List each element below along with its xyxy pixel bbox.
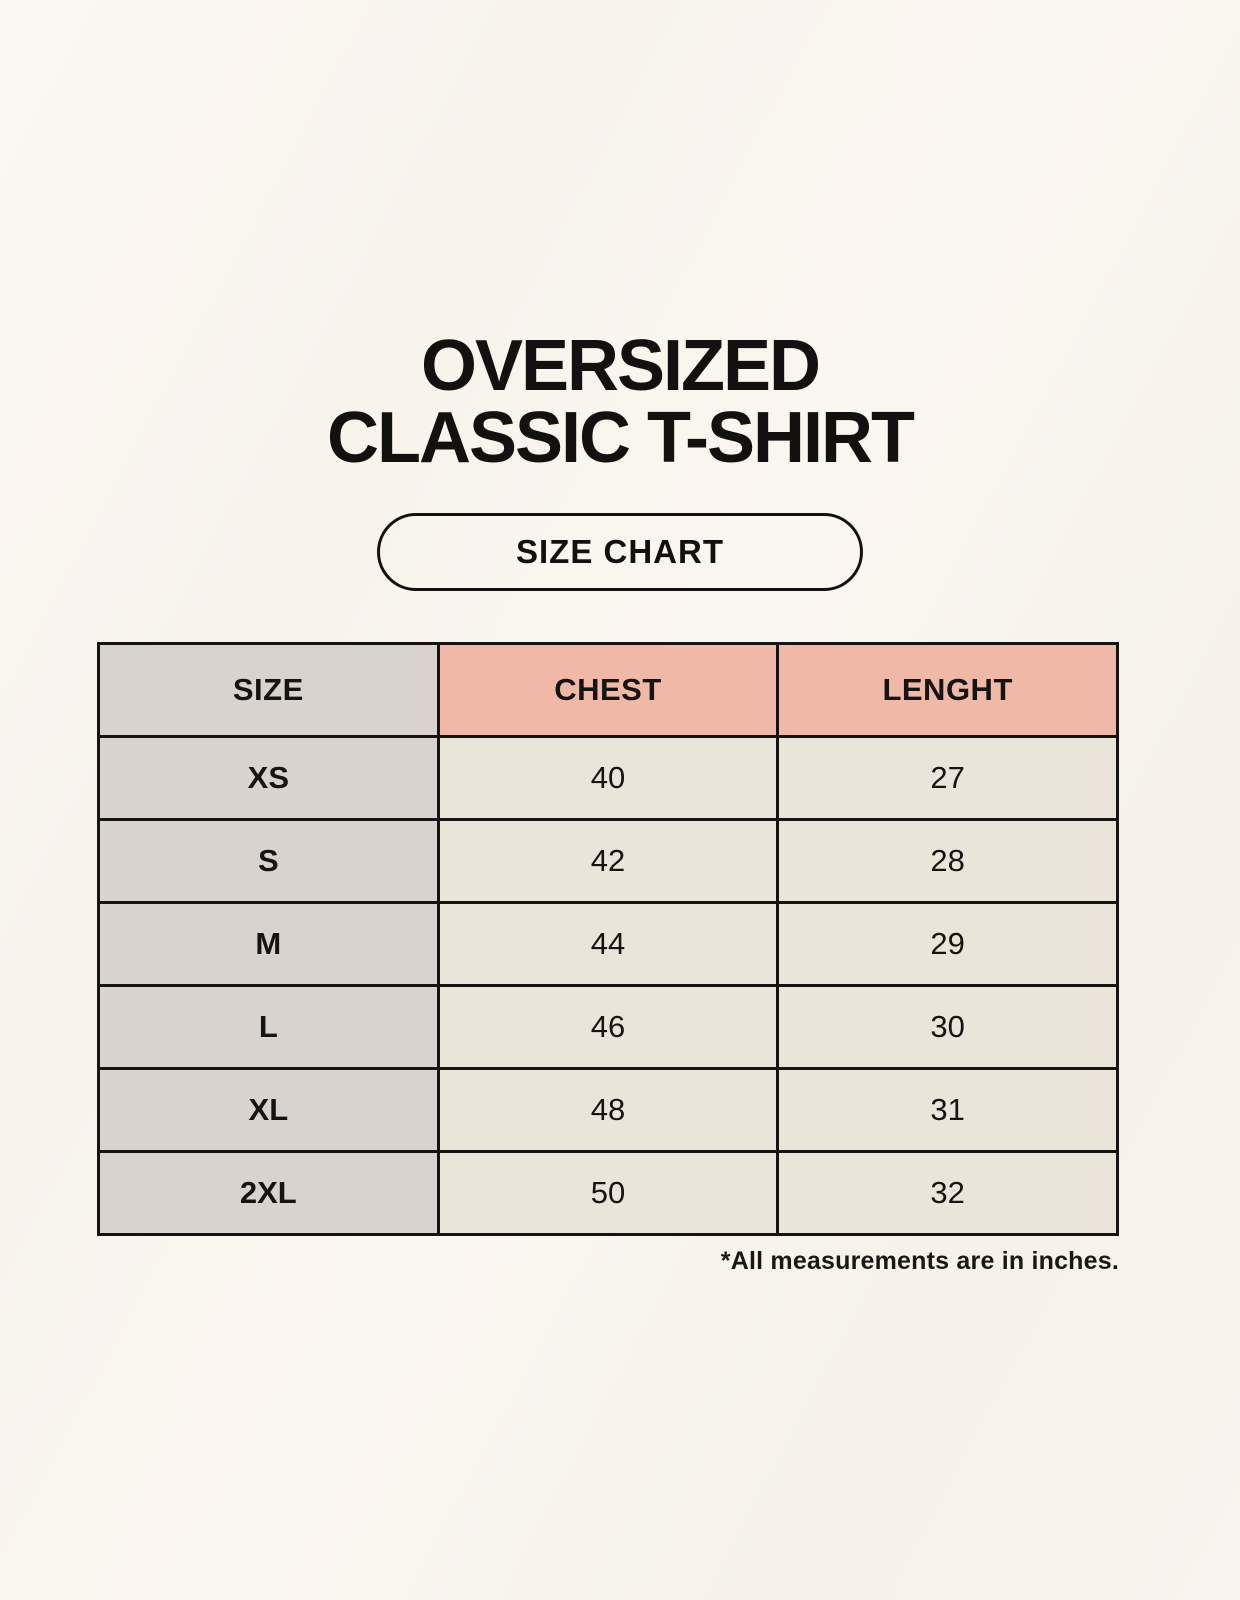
page-title-line2: CLASSIC T-SHIRT [326,398,915,478]
lenght-cell: 31 [776,1067,1119,1153]
table-row: XL 48 31 [97,1067,1119,1153]
column-header-chest: CHEST [436,642,780,738]
lenght-cell: 28 [776,818,1119,904]
page-title-line1: OVERSIZED [420,326,821,406]
lenght-cell: 30 [776,984,1119,1070]
size-cell: M [97,901,440,987]
size-cell: 2XL [97,1150,440,1236]
lenght-cell: 32 [776,1150,1119,1236]
lenght-cell: 29 [776,901,1119,987]
page-title: OVERSIZED CLASSIC T-SHIRT [0,330,1240,474]
size-cell: S [97,818,440,904]
table-row: S 42 28 [97,818,1119,904]
chest-cell: 42 [436,818,780,904]
chest-cell: 48 [436,1067,780,1153]
chest-cell: 40 [436,735,780,821]
lenght-cell: 27 [776,735,1119,821]
table-row: M 44 29 [97,901,1119,987]
column-header-size: SIZE [97,642,440,738]
size-cell: XS [97,735,440,821]
size-cell: L [97,984,440,1070]
table-row: L 46 30 [97,984,1119,1070]
size-chart-table: SIZE CHEST LENGHT XS 40 27 S 42 28 M 44 … [97,642,1119,1236]
chest-cell: 50 [436,1150,780,1236]
size-cell: XL [97,1067,440,1153]
measurements-footnote: *All measurements are in inches. [720,1247,1119,1275]
table-row: XS 40 27 [97,735,1119,821]
table-row: 2XL 50 32 [97,1150,1119,1236]
chest-cell: 44 [436,901,780,987]
size-chart-button[interactable]: SIZE CHART [377,513,863,591]
chest-cell: 46 [436,984,780,1070]
table-header-row: SIZE CHEST LENGHT [97,642,1119,738]
column-header-lenght: LENGHT [776,642,1119,738]
